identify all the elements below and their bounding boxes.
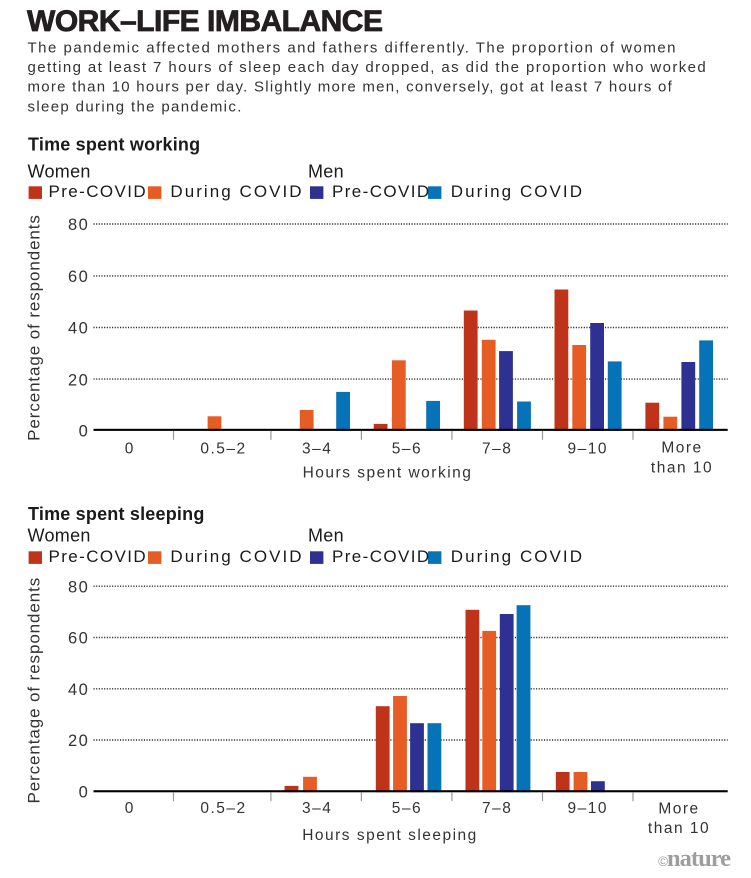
svg-text:0: 0 bbox=[79, 784, 90, 802]
svg-text:9–10: 9–10 bbox=[567, 800, 607, 817]
svg-text:9–10: 9–10 bbox=[567, 441, 607, 458]
svg-text:60: 60 bbox=[68, 630, 89, 648]
svg-text:20: 20 bbox=[68, 732, 89, 750]
svg-text:During COVID: During COVID bbox=[170, 182, 303, 201]
svg-text:getting at least 7 hours of sl: getting at least 7 hours of sleep each d… bbox=[28, 59, 708, 76]
svg-text:than 10: than 10 bbox=[651, 460, 713, 477]
svg-text:Hours spent sleeping: Hours spent sleeping bbox=[302, 827, 478, 844]
svg-text:During COVID: During COVID bbox=[170, 547, 303, 566]
svg-text:0: 0 bbox=[125, 800, 135, 817]
svg-text:During COVID: During COVID bbox=[451, 547, 584, 566]
svg-text:more than 10 hours per day. Sl: more than 10 hours per day. Slightly mor… bbox=[28, 79, 674, 96]
svg-text:7–8: 7–8 bbox=[482, 441, 512, 458]
svg-text:5–6: 5–6 bbox=[392, 800, 422, 817]
svg-text:0.5–2: 0.5–2 bbox=[200, 441, 246, 458]
svg-text:sleep during the pandemic.: sleep during the pandemic. bbox=[28, 98, 243, 115]
svg-text:80: 80 bbox=[68, 216, 89, 234]
svg-text:Pre-COVID: Pre-COVID bbox=[332, 547, 431, 566]
svg-text:Percentage of respondents: Percentage of respondents bbox=[25, 577, 44, 804]
svg-text:0.5–2: 0.5–2 bbox=[200, 800, 246, 817]
svg-text:Pre-COVID: Pre-COVID bbox=[332, 182, 431, 201]
svg-text:©nature: ©nature bbox=[658, 845, 731, 872]
svg-text:More: More bbox=[661, 440, 702, 457]
svg-text:0: 0 bbox=[125, 441, 135, 458]
svg-text:5–6: 5–6 bbox=[392, 441, 422, 458]
svg-text:3–4: 3–4 bbox=[302, 800, 332, 817]
svg-text:WORK–LIFE IMBALANCE: WORK–LIFE IMBALANCE bbox=[27, 5, 382, 38]
svg-text:7–8: 7–8 bbox=[482, 800, 512, 817]
svg-text:The pandemic affected mothers: The pandemic affected mothers and father… bbox=[28, 39, 678, 56]
svg-text:Men: Men bbox=[308, 162, 344, 182]
svg-text:Pre-COVID: Pre-COVID bbox=[49, 547, 148, 566]
svg-text:Men: Men bbox=[308, 526, 344, 546]
svg-text:3–4: 3–4 bbox=[302, 441, 332, 458]
svg-text:20: 20 bbox=[68, 371, 89, 389]
svg-text:Pre-COVID: Pre-COVID bbox=[49, 182, 148, 201]
svg-text:60: 60 bbox=[68, 268, 89, 286]
svg-text:More: More bbox=[658, 800, 699, 817]
svg-text:80: 80 bbox=[68, 578, 89, 596]
svg-text:Women: Women bbox=[28, 526, 91, 546]
svg-text:40: 40 bbox=[68, 320, 89, 338]
svg-text:Women: Women bbox=[28, 162, 91, 182]
svg-text:Hours spent working: Hours spent working bbox=[303, 464, 473, 481]
svg-text:0: 0 bbox=[79, 423, 90, 441]
svg-text:than 10: than 10 bbox=[648, 820, 710, 837]
svg-text:During COVID: During COVID bbox=[451, 182, 584, 201]
svg-text:Percentage of respondents: Percentage of respondents bbox=[25, 214, 44, 441]
svg-text:Time spent working: Time spent working bbox=[28, 135, 200, 155]
svg-text:Time spent sleeping: Time spent sleeping bbox=[28, 504, 205, 524]
svg-text:40: 40 bbox=[68, 681, 89, 699]
